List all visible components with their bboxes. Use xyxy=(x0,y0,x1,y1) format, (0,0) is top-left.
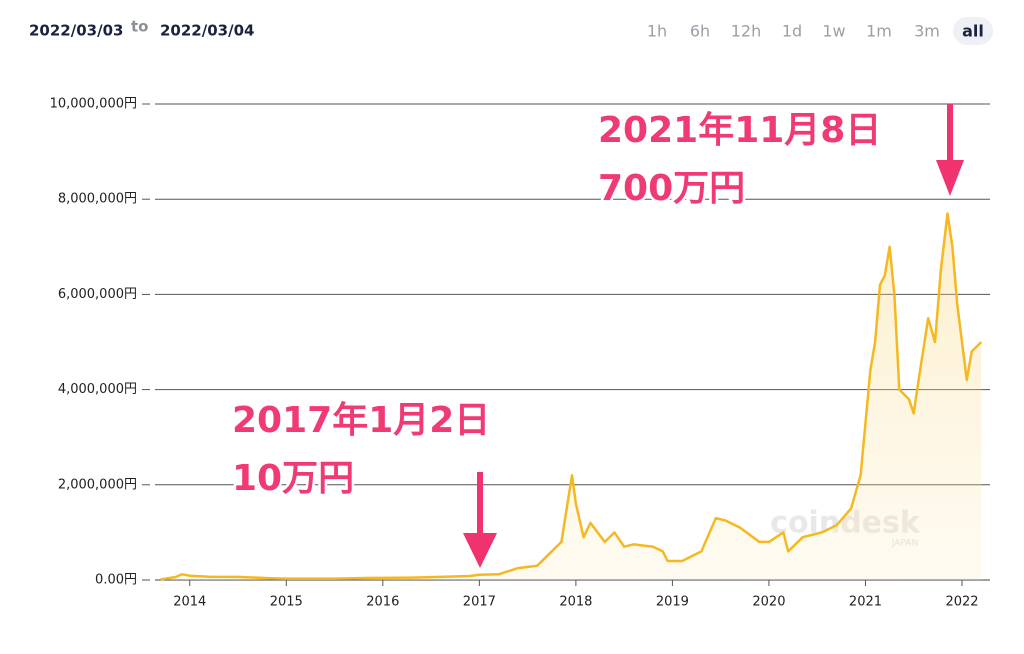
range-buttons: 1h 6h 12h 1d 1w 1m 3m all xyxy=(647,17,993,45)
plot: coindeskJAPAN0.00円2,000,000円4,000,000円6,… xyxy=(50,97,990,610)
x-tick-label: 2021 xyxy=(849,595,882,610)
range-button[interactable]: 12h xyxy=(731,22,762,41)
range-button[interactable]: 1d xyxy=(782,22,802,41)
arrows xyxy=(463,104,964,568)
y-tick-label: 8,000,000円 xyxy=(58,192,137,207)
x-tick-label: 2020 xyxy=(752,595,785,610)
x-tick-label: 2015 xyxy=(270,595,303,610)
annotation: 2017年1月2日 xyxy=(232,400,490,441)
arrow-head xyxy=(463,533,497,568)
annotation: 10万円 xyxy=(232,458,354,499)
range-button[interactable]: 1w xyxy=(822,22,845,41)
annotation: 700万円 xyxy=(598,168,745,209)
y-tick-label: 10,000,000円 xyxy=(50,97,137,112)
y-tick-label: 6,000,000円 xyxy=(58,287,137,302)
y-tick-label: 0.00円 xyxy=(95,573,137,588)
range-active-bg xyxy=(953,17,993,45)
x-tick-label: 2018 xyxy=(559,595,592,610)
arrow-head xyxy=(936,160,964,196)
x-tick-label: 2019 xyxy=(656,595,689,610)
x-tick-label: 2022 xyxy=(945,595,978,610)
date-to-word: to xyxy=(131,18,148,36)
annotation: 2021年11月8日 xyxy=(598,110,881,151)
y-tick-label: 2,000,000円 xyxy=(58,477,137,492)
x-tick-label: 2014 xyxy=(173,595,206,610)
date-from[interactable]: 2022/03/03 xyxy=(29,22,123,40)
range-button[interactable]: 3m xyxy=(914,22,940,41)
x-tick-label: 2017 xyxy=(463,595,496,610)
y-tick-label: 4,000,000円 xyxy=(58,382,137,397)
arrow-shaft xyxy=(947,104,953,170)
date-to[interactable]: 2022/03/04 xyxy=(160,22,254,40)
price-line xyxy=(160,212,983,581)
area xyxy=(160,213,982,580)
arrow-shaft xyxy=(477,472,483,538)
x-tick-label: 2016 xyxy=(366,595,399,610)
range-button[interactable]: 1h xyxy=(647,22,667,41)
range-button[interactable]: 6h xyxy=(690,22,710,41)
range-button[interactable]: all xyxy=(962,22,984,41)
range-button[interactable]: 1m xyxy=(866,22,892,41)
